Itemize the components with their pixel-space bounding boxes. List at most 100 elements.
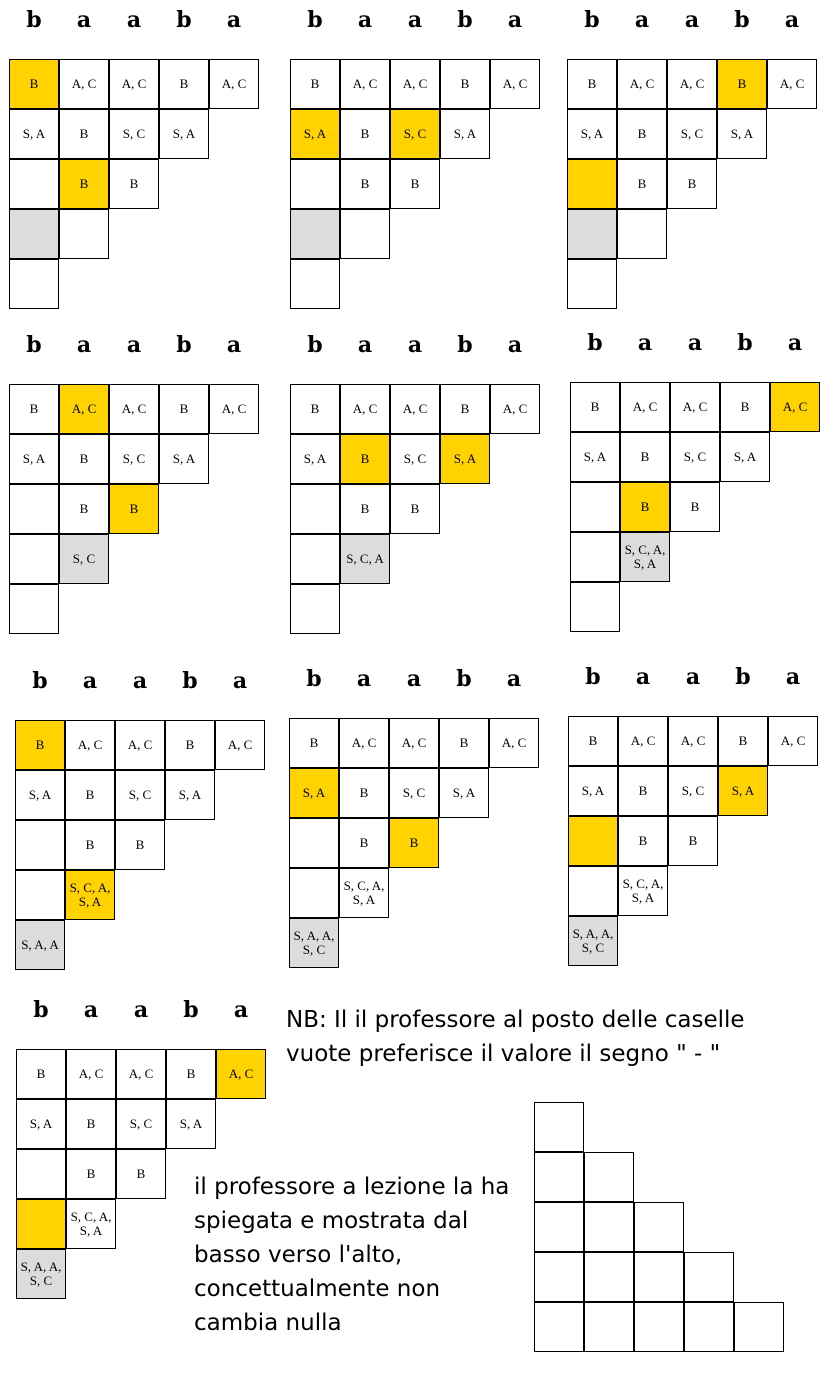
- header-letter: a: [634, 7, 650, 33]
- cell-value: A, C: [127, 737, 153, 752]
- empty-grid-cell: [584, 1302, 634, 1352]
- table-cell: S, A: [166, 1099, 216, 1149]
- table-cell: B: [668, 816, 718, 866]
- table-cell: B: [115, 820, 165, 870]
- table-cell: A, C: [670, 382, 720, 432]
- cell-value: A, C: [630, 733, 656, 748]
- table-cell: S, C: [115, 770, 165, 820]
- table-cell: [568, 816, 618, 866]
- table-cell: [340, 209, 390, 259]
- cell-value: B: [460, 401, 470, 416]
- table-cell: B: [390, 159, 440, 209]
- table-cell: B: [159, 59, 209, 109]
- header-letter: a: [133, 997, 149, 1023]
- table-cell: [567, 259, 617, 309]
- cell-value: B: [359, 785, 369, 800]
- cell-value: A, C: [351, 735, 377, 750]
- table-cell: B: [440, 384, 490, 434]
- header-letter: b: [734, 7, 750, 33]
- table-cell: [9, 484, 59, 534]
- cyk-table-4: b a a b a B A, C A, C B A, C S, A B S, C S, A B B S, C: [9, 332, 261, 636]
- cell-value: S, A: [29, 1116, 53, 1131]
- header-letter: a: [407, 332, 423, 358]
- header-letter: a: [233, 997, 249, 1023]
- cell-value: A, C: [679, 76, 705, 91]
- table-cell: B: [617, 159, 667, 209]
- header-letter: a: [226, 7, 242, 33]
- cell-value: B: [79, 501, 89, 516]
- header-letter: b: [457, 7, 473, 33]
- cell-value: B: [85, 787, 95, 802]
- header-letter: a: [126, 332, 142, 358]
- cell-value: S, A, A, S, C: [572, 926, 614, 955]
- empty-grid-cell: [534, 1152, 584, 1202]
- table-cell: B: [65, 820, 115, 870]
- cell-value: B: [690, 499, 700, 514]
- table-cell: A, C: [489, 718, 539, 768]
- cyk-table-1: b a a b a B A, C A, C B A, C S, A B S, C S, A B B: [9, 7, 261, 311]
- table-cell: [617, 209, 667, 259]
- table-cell: S, C: [670, 432, 720, 482]
- table-cell: B: [340, 159, 390, 209]
- table-cell: [570, 482, 620, 532]
- table-cell: [15, 820, 65, 870]
- table-cell: B: [59, 484, 109, 534]
- cell-value: B: [737, 76, 747, 91]
- table-cell: A, C: [65, 720, 115, 770]
- table-cell: [290, 159, 340, 209]
- table-cell: S, C, A, S, A: [618, 866, 668, 916]
- cell-value: S, A: [583, 449, 607, 464]
- table-cell: A, C: [116, 1049, 166, 1099]
- nb-note: NB: Il il professore al posto delle case…: [286, 1007, 745, 1067]
- cell-value: S, A: [730, 126, 754, 141]
- header-letter: a: [637, 330, 653, 356]
- cell-value: B: [86, 1116, 96, 1131]
- cell-value: S, C: [680, 126, 704, 141]
- cell-value: A, C: [782, 399, 808, 414]
- table-cell: S, A: [720, 432, 770, 482]
- cell-value: S, A: [179, 1116, 203, 1131]
- table-cell: [567, 209, 617, 259]
- header-letter: b: [182, 668, 198, 694]
- table-cell: B: [290, 384, 340, 434]
- cell-value: B: [310, 76, 320, 91]
- table-cell: B: [159, 384, 209, 434]
- cell-value: B: [590, 399, 600, 414]
- table-cell: B: [166, 1049, 216, 1099]
- cell-value: S, A: [581, 783, 605, 798]
- cell-value: B: [35, 737, 45, 752]
- table-cell: B: [340, 109, 390, 159]
- header-letter: a: [407, 7, 423, 33]
- cell-value: S, A: [452, 785, 476, 800]
- table-cell: A, C: [66, 1049, 116, 1099]
- cell-value: B: [638, 833, 648, 848]
- table-cell: B: [670, 482, 720, 532]
- header-letter: b: [26, 7, 42, 33]
- empty-grid-cell: [584, 1202, 634, 1252]
- table-cell: [289, 868, 339, 918]
- cell-value: S, A: [731, 783, 755, 798]
- cell-value: B: [640, 449, 650, 464]
- empty-grid-cell: [534, 1102, 584, 1152]
- table-cell: A, C: [390, 59, 440, 109]
- table-cell: S, A: [15, 770, 65, 820]
- cell-value: S, A, A: [21, 937, 59, 952]
- cell-value: B: [459, 735, 469, 750]
- table-cell: S, A: [290, 109, 340, 159]
- table-cell: B: [116, 1149, 166, 1199]
- table-cell: B: [59, 109, 109, 159]
- table-cell: S, A: [159, 109, 209, 159]
- header-letter: b: [183, 997, 199, 1023]
- table-cell: A, C: [215, 720, 265, 770]
- table-cell: S, A: [289, 768, 339, 818]
- table-cell: B: [65, 770, 115, 820]
- table-cell: S, A: [440, 434, 490, 484]
- table-cell: S, C, A: [340, 534, 390, 584]
- cell-value: A, C: [632, 399, 658, 414]
- header-letter: b: [307, 7, 323, 33]
- cell-value: S, A: [302, 785, 326, 800]
- header-letter: b: [457, 332, 473, 358]
- table-cell: B: [109, 484, 159, 534]
- empty-grid-cell: [684, 1302, 734, 1352]
- cell-value: A, C: [779, 76, 805, 91]
